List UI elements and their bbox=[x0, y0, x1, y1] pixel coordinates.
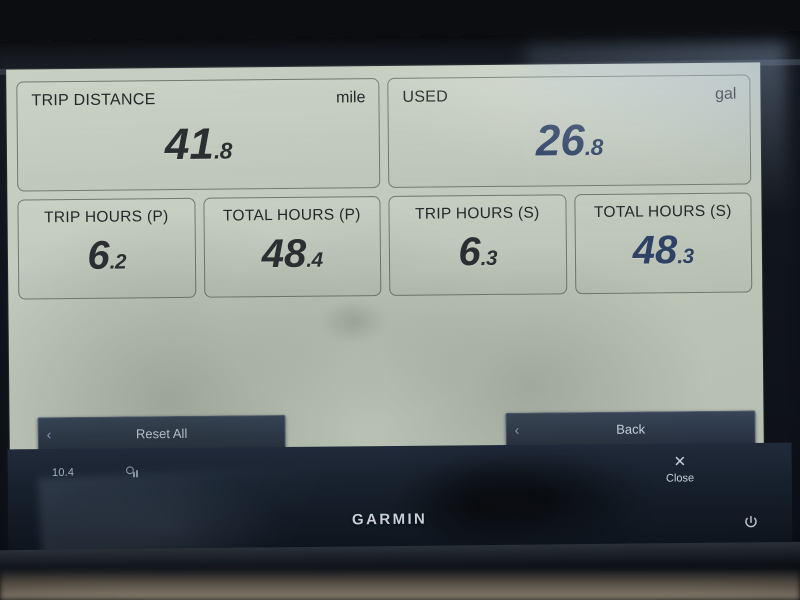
chartplotter-screen: TRIP DISTANCE mile 41.8 USED gal 26.8 bbox=[6, 42, 788, 460]
total-hours-port-value-int: 48 bbox=[261, 231, 307, 277]
total-hours-starboard-value-int: 48 bbox=[632, 228, 678, 273]
trip-hours-port-label: TRIP HOURS (P) bbox=[43, 208, 169, 227]
close-icon: ✕ bbox=[673, 453, 687, 471]
satellite-signal-icon bbox=[124, 464, 140, 480]
used-value-dec: .8 bbox=[584, 133, 604, 161]
bottom-row: TRIP HOURS (P) 6.2 TOTAL HOURS (P) 48.4 bbox=[17, 192, 753, 300]
panel-trip-hours-starboard[interactable]: TRIP HOURS (S) 6.3 bbox=[388, 194, 567, 296]
panel-total-hours-starboard[interactable]: TOTAL HOURS (S) 48.3 bbox=[573, 192, 753, 295]
close-button[interactable]: ✕ Close bbox=[654, 453, 706, 485]
total-hours-port-value-dec: .4 bbox=[306, 248, 323, 272]
starboard-engine-group: TRIP HOURS (S) 6.3 TOTAL HOURS (S) 48.3 bbox=[388, 192, 753, 296]
power-icon[interactable] bbox=[742, 514, 760, 532]
trip-hours-starboard-label: TRIP HOURS (S) bbox=[414, 204, 540, 223]
trip-hours-port-value: 6.2 bbox=[19, 233, 195, 278]
trip-distance-value-dec: .8 bbox=[213, 137, 233, 164]
trip-hours-starboard-value: 6.3 bbox=[390, 230, 566, 275]
back-button[interactable]: ‹ Back bbox=[505, 410, 756, 447]
trip-distance-label: TRIP DISTANCE bbox=[31, 91, 156, 110]
depth-readout: 10.4 bbox=[51, 466, 75, 479]
panel-trip-distance[interactable]: TRIP DISTANCE mile 41.8 bbox=[16, 78, 381, 192]
used-value-int: 26 bbox=[535, 116, 586, 166]
glass-reflection-center bbox=[430, 450, 650, 550]
used-unit: gal bbox=[714, 85, 737, 103]
total-hours-port-value: 48.4 bbox=[204, 231, 380, 277]
port-engine-group: TRIP HOURS (P) 6.2 TOTAL HOURS (P) 48.4 bbox=[17, 196, 382, 300]
used-label: USED bbox=[402, 88, 449, 106]
chevron-left-icon: ‹ bbox=[514, 421, 520, 438]
panel-total-hours-port[interactable]: TOTAL HOURS (P) 48.4 bbox=[202, 196, 382, 298]
trip-hours-port-value-dec: .2 bbox=[109, 250, 127, 274]
back-label: Back bbox=[616, 421, 646, 437]
chevron-left-icon: ‹ bbox=[46, 426, 52, 443]
total-hours-starboard-value-dec: .3 bbox=[677, 245, 694, 269]
trip-data-grid: TRIP DISTANCE mile 41.8 USED gal 26.8 bbox=[6, 62, 764, 459]
panel-used[interactable]: USED gal 26.8 bbox=[387, 74, 752, 188]
panel-trip-hours-port[interactable]: TRIP HOURS (P) 6.2 bbox=[17, 197, 196, 300]
trip-hours-port-value-int: 6 bbox=[87, 233, 110, 278]
used-value: 26.8 bbox=[389, 116, 750, 166]
total-hours-port-label: TOTAL HOURS (P) bbox=[222, 206, 361, 225]
ambient-background bbox=[0, 570, 800, 600]
trip-distance-value-int: 41 bbox=[164, 119, 215, 170]
total-hours-starboard-value: 48.3 bbox=[575, 228, 751, 273]
status-bar: 10.4 ✕ Close bbox=[40, 453, 740, 487]
total-hours-starboard-label: TOTAL HOURS (S) bbox=[593, 202, 732, 221]
trip-distance-unit: mile bbox=[336, 89, 366, 107]
trip-distance-value: 41.8 bbox=[18, 119, 379, 170]
close-label: Close bbox=[665, 472, 695, 485]
top-row: TRIP DISTANCE mile 41.8 USED gal 26.8 bbox=[16, 74, 752, 192]
garmin-logo: GARMIN bbox=[351, 510, 428, 529]
trip-hours-starboard-value-int: 6 bbox=[458, 230, 481, 275]
reset-all-label: Reset All bbox=[135, 425, 188, 441]
trip-hours-starboard-value-dec: .3 bbox=[480, 246, 498, 271]
reset-all-button[interactable]: ‹ Reset All bbox=[37, 414, 286, 452]
